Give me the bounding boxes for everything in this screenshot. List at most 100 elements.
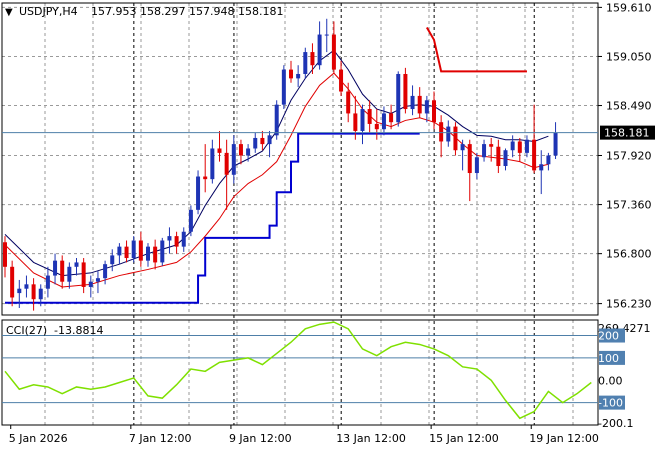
candle-body [432, 100, 436, 123]
candle-body [317, 34, 322, 66]
candle [503, 148, 508, 171]
candle [524, 135, 529, 158]
candle [253, 132, 258, 153]
candle [174, 231, 179, 254]
candle-body [10, 266, 15, 298]
candle-body [303, 52, 308, 74]
candle [45, 266, 50, 298]
current-price-label: 158.181 [604, 127, 650, 140]
cci-tick-label: 200 [598, 330, 619, 343]
candle-body [367, 109, 372, 124]
candle [110, 249, 115, 272]
candle-body [331, 34, 336, 70]
candle-body [339, 69, 344, 92]
candlesticks [3, 18, 558, 311]
candle [267, 130, 272, 158]
candle [153, 239, 158, 270]
chart-header[interactable]: ▼ USDJPY,H4 157.953 158.297 157.948 158.… [5, 5, 283, 18]
candle-body [267, 135, 272, 145]
candle-body [174, 236, 179, 247]
candle-body [53, 260, 58, 276]
candle-body [45, 275, 50, 289]
cci-tick-label: -100 [598, 397, 623, 410]
candle [3, 236, 7, 278]
candle-body [274, 104, 279, 136]
candle-body [31, 284, 36, 300]
dropdown-arrow-icon[interactable]: ▼ [5, 7, 13, 18]
stop-lower-line [5, 132, 420, 304]
candle [117, 243, 122, 265]
candle [389, 104, 394, 130]
stop-upper-line [425, 27, 527, 73]
candle [517, 137, 522, 162]
price-tick-label: 157.360 [606, 199, 652, 212]
candle-body [210, 148, 215, 180]
candle-body [396, 73, 401, 123]
candle [453, 122, 458, 156]
candle-body [546, 155, 551, 165]
candle [403, 67, 408, 114]
candle-body [410, 95, 415, 110]
time-tick-label: 13 Jan 12:00 [336, 432, 406, 445]
candle [17, 279, 22, 308]
candle [339, 60, 344, 96]
candle [53, 253, 58, 285]
candle [496, 139, 501, 174]
price-tick-label: 156.230 [606, 298, 652, 311]
candle [360, 104, 365, 145]
candle [446, 120, 451, 147]
candle-body [231, 144, 236, 175]
candle-body [346, 91, 351, 114]
candle-body [146, 246, 150, 261]
cci-tick-label: 0.00 [598, 374, 623, 387]
candle-body [167, 236, 172, 241]
candle [474, 152, 479, 180]
candle-body [153, 246, 158, 263]
candle [38, 284, 43, 307]
price-axis: 159.610 159.050 158.490 157.920 157.360 156.8… [598, 1, 652, 311]
price-tick-label: 156.800 [606, 248, 652, 261]
candle [238, 139, 243, 165]
candle-body [38, 288, 43, 300]
candle-body [482, 144, 487, 158]
candle [88, 275, 93, 298]
time-tick-label: 5 Jan 2026 [9, 432, 68, 445]
candle-body [374, 123, 379, 130]
candle [203, 144, 208, 193]
candle-body [524, 139, 529, 153]
candle [60, 255, 65, 289]
candle [546, 152, 551, 171]
candle-body [310, 52, 315, 66]
candle-body [260, 137, 265, 145]
candle [296, 65, 301, 88]
candle [289, 60, 293, 83]
candle [10, 260, 15, 307]
candle [381, 106, 386, 136]
candle-body [217, 148, 222, 153]
candle-body [117, 246, 122, 256]
candle-body [532, 139, 537, 171]
candle-body [138, 240, 143, 261]
cci-header: CCI(27) -13.8814 [6, 324, 103, 337]
candle [210, 139, 215, 184]
candle [67, 262, 72, 289]
candle-body [81, 262, 86, 287]
candle [539, 150, 544, 195]
price-tick-label: 158.490 [606, 100, 652, 113]
candle-body [253, 137, 258, 149]
candle-body [281, 69, 286, 105]
candle-body [553, 132, 558, 156]
candle [324, 18, 329, 53]
candle [31, 278, 36, 311]
candle [138, 231, 143, 267]
candle [246, 144, 251, 162]
candle [303, 47, 308, 79]
candle-body [417, 95, 422, 114]
price-tick-label: 159.610 [606, 1, 652, 14]
candle [167, 227, 172, 254]
candle [467, 139, 472, 202]
candle-body [238, 144, 243, 156]
candle-body [424, 100, 429, 114]
